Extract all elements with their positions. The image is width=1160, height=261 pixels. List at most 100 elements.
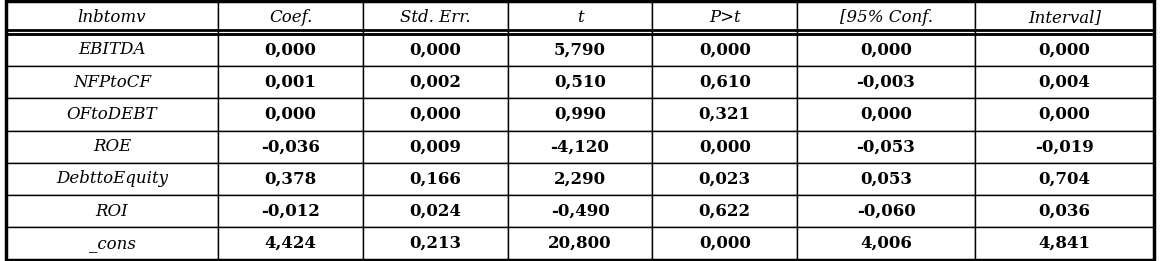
Bar (976, 130, 1154, 163)
Text: [95% Conf.: [95% Conf. (840, 9, 933, 26)
Text: -0,053: -0,053 (856, 138, 915, 155)
Text: 4,006: 4,006 (860, 235, 912, 252)
Bar (652, 195, 797, 227)
Bar (797, 34, 976, 66)
Text: 0,622: 0,622 (698, 203, 751, 220)
Text: 0,704: 0,704 (1038, 170, 1090, 187)
Bar (363, 66, 508, 98)
Bar (363, 98, 508, 130)
Bar (363, 227, 508, 260)
Text: 0,321: 0,321 (698, 106, 751, 123)
Bar (797, 227, 976, 260)
Bar (218, 66, 363, 98)
Bar (976, 227, 1154, 260)
Bar (6, 130, 218, 163)
Text: 0,053: 0,053 (860, 170, 912, 187)
Bar (976, 66, 1154, 98)
Bar (218, 130, 363, 163)
Text: 0,000: 0,000 (409, 106, 462, 123)
Text: 0,378: 0,378 (264, 170, 317, 187)
Bar (6, 1, 218, 34)
Text: _cons: _cons (88, 235, 136, 252)
Text: 0,000: 0,000 (1038, 41, 1090, 58)
Text: 2,290: 2,290 (554, 170, 606, 187)
Bar (652, 98, 797, 130)
Text: -0,036: -0,036 (261, 138, 320, 155)
Text: 0,000: 0,000 (860, 106, 912, 123)
Bar (363, 34, 508, 66)
Bar (363, 1, 508, 34)
Bar (652, 1, 797, 34)
Bar (6, 163, 218, 195)
Text: 20,800: 20,800 (549, 235, 611, 252)
Text: -0,060: -0,060 (857, 203, 915, 220)
Text: 0,000: 0,000 (860, 41, 912, 58)
Text: 0,002: 0,002 (409, 74, 462, 91)
Bar (508, 163, 652, 195)
Bar (797, 195, 976, 227)
Bar (6, 227, 218, 260)
Bar (652, 34, 797, 66)
Text: 0,213: 0,213 (409, 235, 462, 252)
Bar (508, 1, 652, 34)
Bar (6, 66, 218, 98)
Text: Std. Err.: Std. Err. (400, 9, 471, 26)
Text: 0,990: 0,990 (554, 106, 606, 123)
Bar (508, 130, 652, 163)
Text: NFPtoCF: NFPtoCF (73, 74, 151, 91)
Bar (652, 163, 797, 195)
Text: 0,000: 0,000 (698, 235, 751, 252)
Text: t: t (577, 9, 583, 26)
Text: 0,009: 0,009 (409, 138, 462, 155)
Bar (652, 227, 797, 260)
Bar (363, 163, 508, 195)
Text: ROI: ROI (95, 203, 129, 220)
Text: 0,023: 0,023 (698, 170, 751, 187)
Bar (508, 34, 652, 66)
Text: 0,510: 0,510 (554, 74, 606, 91)
Text: lnbtomv: lnbtomv (78, 9, 146, 26)
Bar (363, 195, 508, 227)
Text: -4,120: -4,120 (551, 138, 609, 155)
Bar (218, 1, 363, 34)
Bar (6, 98, 218, 130)
Text: 0,610: 0,610 (698, 74, 751, 91)
Bar (976, 195, 1154, 227)
Bar (6, 195, 218, 227)
Bar (976, 1, 1154, 34)
Text: Coef.: Coef. (269, 9, 312, 26)
Bar (363, 130, 508, 163)
Text: OFtoDEBT: OFtoDEBT (67, 106, 158, 123)
Bar (797, 163, 976, 195)
Text: 4,841: 4,841 (1038, 235, 1090, 252)
Text: -0,490: -0,490 (551, 203, 609, 220)
Text: P>t: P>t (709, 9, 740, 26)
Text: 0,000: 0,000 (1038, 106, 1090, 123)
Bar (218, 98, 363, 130)
Text: 5,790: 5,790 (554, 41, 606, 58)
Text: 0,000: 0,000 (698, 41, 751, 58)
Text: 0,001: 0,001 (264, 74, 317, 91)
Bar (508, 98, 652, 130)
Bar (508, 195, 652, 227)
Text: EBITDA: EBITDA (78, 41, 146, 58)
Bar (976, 98, 1154, 130)
Text: 0,000: 0,000 (264, 106, 317, 123)
Bar (797, 1, 976, 34)
Text: 0,000: 0,000 (264, 41, 317, 58)
Text: 0,000: 0,000 (409, 41, 462, 58)
Text: 0,166: 0,166 (409, 170, 462, 187)
Bar (508, 227, 652, 260)
Bar (652, 130, 797, 163)
Text: -0,003: -0,003 (856, 74, 915, 91)
Bar (218, 163, 363, 195)
Text: 0,024: 0,024 (409, 203, 462, 220)
Bar (6, 34, 218, 66)
Bar (508, 66, 652, 98)
Text: -0,019: -0,019 (1035, 138, 1094, 155)
Text: Interval]: Interval] (1028, 9, 1101, 26)
Bar (218, 227, 363, 260)
Text: DebttoEquity: DebttoEquity (56, 170, 168, 187)
Text: 4,424: 4,424 (264, 235, 317, 252)
Bar (797, 98, 976, 130)
